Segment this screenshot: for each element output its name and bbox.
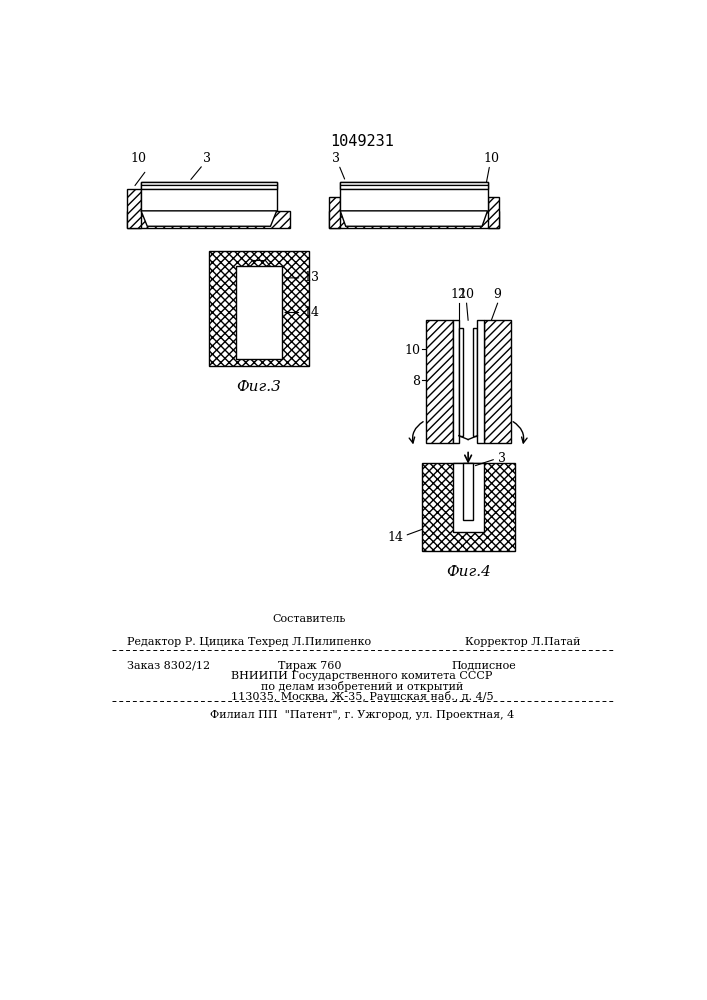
Text: Корректор Л.Патай: Корректор Л.Патай xyxy=(464,637,580,647)
Text: 9: 9 xyxy=(493,288,501,301)
Bar xyxy=(340,182,488,189)
Text: 10: 10 xyxy=(131,152,147,165)
Bar xyxy=(329,197,340,228)
Bar xyxy=(473,328,477,436)
Text: по делам изобретений и открытий: по делам изобретений и открытий xyxy=(261,681,463,692)
Text: 3: 3 xyxy=(332,152,340,165)
Polygon shape xyxy=(141,211,276,226)
Text: 13: 13 xyxy=(303,271,319,284)
Text: Филиал ПП  "Патент", г. Ужгород, ул. Проектная, 4: Филиал ПП "Патент", г. Ужгород, ул. Прое… xyxy=(210,710,514,720)
Bar xyxy=(464,463,473,520)
Text: 8: 8 xyxy=(412,375,420,388)
Bar xyxy=(340,182,488,211)
Text: 113035, Москва, Ж-35, Раушская наб., д. 4/5: 113035, Москва, Ж-35, Раушская наб., д. … xyxy=(230,691,493,702)
Text: Техред Л.Пилипенко: Техред Л.Пилипенко xyxy=(247,637,370,647)
Text: Подписное: Подписное xyxy=(451,661,516,671)
Bar xyxy=(452,463,484,532)
Bar xyxy=(127,189,141,228)
Text: 3: 3 xyxy=(498,452,506,465)
Text: Фиг.3: Фиг.3 xyxy=(236,380,281,394)
Text: Заказ 8302/12: Заказ 8302/12 xyxy=(127,661,210,671)
Bar xyxy=(141,182,276,189)
Bar xyxy=(127,211,290,228)
Bar xyxy=(235,266,282,359)
Bar xyxy=(488,197,499,228)
Text: 10: 10 xyxy=(404,344,420,358)
Polygon shape xyxy=(340,211,488,226)
Text: Редактор Р. Цицика: Редактор Р. Цицика xyxy=(127,637,245,647)
Text: 12: 12 xyxy=(451,288,467,301)
Bar xyxy=(421,463,515,551)
Text: ВНИИПИ Государственного комитета СССР: ВНИИПИ Государственного комитета СССР xyxy=(231,671,493,681)
Bar xyxy=(484,320,510,443)
Bar xyxy=(459,328,464,436)
Text: Фиг.4: Фиг.4 xyxy=(445,565,491,579)
Text: 10: 10 xyxy=(459,288,474,301)
Text: 14: 14 xyxy=(387,531,403,544)
Bar xyxy=(209,251,309,366)
Text: 1049231: 1049231 xyxy=(330,134,394,149)
Text: Составитель: Составитель xyxy=(273,614,346,624)
Bar xyxy=(452,320,459,443)
Text: 14: 14 xyxy=(303,306,319,319)
Bar xyxy=(141,182,276,211)
Text: Тираж 760: Тираж 760 xyxy=(278,661,341,671)
Text: 3: 3 xyxy=(203,152,211,165)
Bar xyxy=(477,320,484,443)
Bar xyxy=(426,320,452,443)
Bar xyxy=(329,211,499,228)
Text: 10: 10 xyxy=(484,152,499,165)
